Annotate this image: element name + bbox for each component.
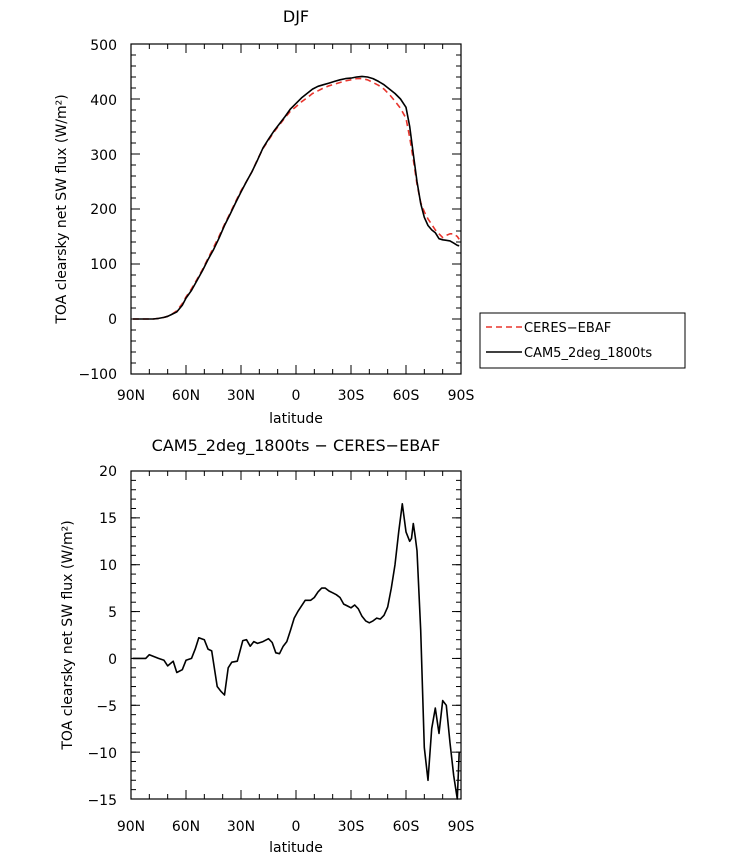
bottom-x-tick-label: 60S [393, 819, 420, 835]
bottom-series-line-0 [132, 502, 460, 800]
top-y-tick-label: −100 [79, 367, 117, 383]
top-x-tick-label: 30S [338, 388, 365, 404]
top-y-tick-label: 200 [90, 202, 117, 218]
top-y-tick-label: 300 [90, 148, 117, 164]
bottom-panel: CAM5_2deg_1800ts − CERES−EBAF TOA clears… [60, 436, 474, 856]
top-series-line-1 [132, 75, 460, 320]
bottom-y-tick-label: −5 [96, 699, 117, 715]
bottom-y-tick-label: −10 [87, 746, 117, 762]
legend-label-cam5-2deg-1800ts: CAM5_2deg_1800ts [524, 346, 652, 361]
legend: CERES−EBAF CAM5_2deg_1800ts [479, 312, 686, 369]
top-x-tick-label: 90S [448, 388, 475, 404]
bottom-y-tick-label: 5 [108, 605, 117, 621]
bottom-x-axis-label: latitude [269, 840, 323, 856]
top-tick-labels: −100 0 100 200 300 400 500 90N 60N 30N 0… [79, 38, 475, 404]
top-x-axis-label: latitude [269, 411, 323, 427]
top-y-axis-label: TOA clearsky net SW flux (W/m²) [54, 94, 70, 324]
top-x-tick-label: 90N [117, 388, 145, 404]
bottom-chart-title: CAM5_2deg_1800ts − CERES−EBAF [152, 436, 441, 456]
top-y-tick-label: 400 [90, 93, 117, 109]
top-x-tick-label: 0 [292, 388, 301, 404]
bottom-x-tick-label: 90N [117, 819, 145, 835]
top-x-tick-label: 30N [227, 388, 255, 404]
bottom-y-tick-label: 20 [99, 464, 117, 480]
top-panel: DJF TOA clearsky net SW flux (W/m²) −100… [54, 7, 686, 427]
bottom-x-tick-label: 90S [448, 819, 475, 835]
bottom-y-axis-label: TOA clearsky net SW flux (W/m²) [60, 520, 76, 750]
top-x-tick-label: 60N [172, 388, 200, 404]
bottom-x-tick-label: 0 [292, 819, 301, 835]
top-chart-title: DJF [283, 7, 309, 26]
bottom-y-tick-label: 0 [108, 652, 117, 668]
top-y-tick-label: 100 [90, 257, 117, 273]
legend-label-ceres-ebaf: CERES−EBAF [524, 321, 611, 336]
bottom-y-tick-label: 15 [99, 511, 117, 527]
bottom-x-tick-label: 60N [172, 819, 200, 835]
top-x-tick-label: 60S [393, 388, 420, 404]
bottom-x-tick-label: 30S [338, 819, 365, 835]
top-plot-frame [130, 43, 462, 375]
bottom-y-tick-label: −15 [87, 793, 117, 809]
top-series-line-0 [132, 77, 460, 320]
top-y-tick-label: 0 [108, 312, 117, 328]
bottom-x-tick-label: 30N [227, 819, 255, 835]
bottom-y-tick-label: 10 [99, 558, 117, 574]
legend-box [479, 312, 686, 369]
bottom-tick-labels: −15 −10 −5 0 5 10 15 20 90N 60N 30N 0 30… [87, 464, 474, 835]
bottom-plot-frame [130, 470, 462, 800]
top-y-tick-label: 500 [90, 38, 117, 54]
